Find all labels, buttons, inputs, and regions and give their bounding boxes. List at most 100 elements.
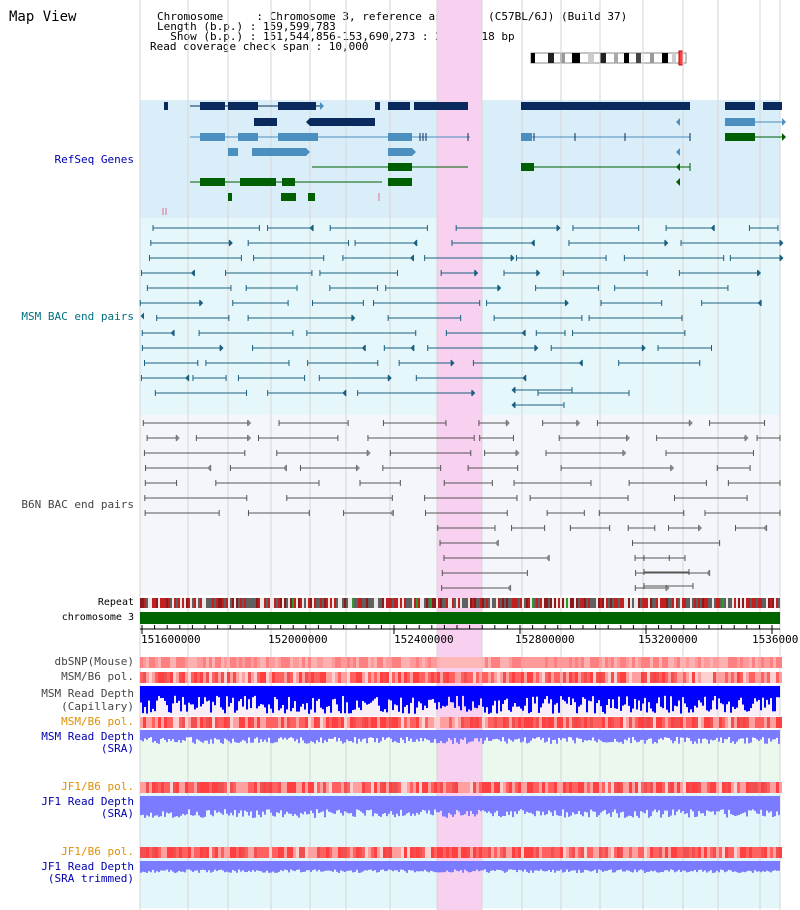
snp-density	[491, 847, 494, 858]
snp-density	[500, 847, 503, 858]
snp-density	[572, 672, 575, 683]
snp-density	[368, 782, 371, 793]
read-depth-bar	[408, 796, 410, 813]
read-depth-bar	[314, 730, 316, 744]
read-depth-bar	[202, 796, 204, 818]
read-depth-bar	[296, 796, 298, 816]
read-depth-bar	[724, 796, 726, 814]
snp-density	[596, 672, 599, 683]
read-depth-bar	[558, 861, 560, 871]
snp-density	[167, 672, 170, 683]
repeat-segment	[216, 598, 218, 608]
repeat-segment	[302, 598, 304, 608]
read-depth-bar	[322, 730, 324, 744]
read-depth-bar	[580, 861, 582, 873]
repeat-segment	[188, 598, 190, 608]
read-depth-bar	[236, 686, 238, 711]
snp-density	[761, 717, 764, 728]
repeat-segment	[484, 598, 486, 608]
snp-density	[377, 657, 380, 668]
snp-density	[155, 657, 158, 668]
snp-density	[341, 717, 344, 728]
snp-density	[506, 847, 509, 858]
read-depth-bar	[404, 796, 406, 816]
read-depth-bar	[586, 686, 588, 713]
strand-arrow	[342, 389, 346, 397]
snp-density	[686, 657, 689, 668]
read-depth-bar	[488, 730, 490, 741]
read-depth-bar	[590, 686, 592, 702]
read-depth-bar	[142, 861, 144, 872]
snp-density	[593, 847, 596, 858]
repeat-segment	[570, 598, 572, 608]
read-depth-bar	[622, 861, 624, 872]
read-depth-bar	[440, 730, 442, 741]
snp-density	[689, 657, 692, 668]
read-depth-bar	[746, 686, 748, 712]
snp-density	[461, 847, 464, 858]
snp-density	[659, 657, 662, 668]
snp-density	[587, 847, 590, 858]
read-depth-bar	[474, 796, 476, 817]
repeat-segment	[420, 598, 422, 608]
read-depth-bar	[632, 730, 634, 738]
read-depth-bar	[562, 861, 564, 873]
repeat-segment	[308, 598, 310, 608]
read-depth-bar	[500, 861, 502, 871]
repeat-segment	[558, 598, 560, 608]
snp-density	[206, 672, 209, 683]
snp-density	[398, 782, 401, 793]
refseq-label[interactable]: RefSeq Genes	[54, 153, 134, 166]
repeat-segment	[604, 598, 606, 608]
snp-density	[323, 672, 326, 683]
repeat-segment	[530, 598, 532, 608]
snp-density	[281, 847, 284, 858]
msm-bac-label[interactable]: MSM BAC end pairs	[21, 310, 134, 323]
read-depth-bar	[524, 861, 526, 870]
read-depth-bar	[406, 796, 408, 814]
read-depth-bar	[628, 796, 630, 816]
read-depth-bar	[716, 796, 718, 812]
b6n-bac-label[interactable]: B6N BAC end pairs	[21, 498, 134, 511]
snp-density	[239, 782, 242, 793]
read-depth-bar	[588, 861, 590, 871]
read-depth-bar	[168, 796, 170, 814]
repeat-segment	[168, 598, 170, 608]
read-depth-bar	[752, 686, 754, 704]
snp-density	[200, 782, 203, 793]
read-depth-bar	[484, 686, 486, 713]
snp-density	[530, 717, 533, 728]
read-depth-bar	[598, 796, 600, 816]
read-depth-bar	[698, 730, 700, 739]
snp-density	[638, 672, 641, 683]
read-depth-bar	[372, 730, 374, 739]
read-depth-bar	[438, 861, 440, 873]
read-depth-bar	[166, 730, 168, 743]
snp-density	[350, 657, 353, 668]
read-depth-bar	[304, 686, 306, 710]
snp-density	[272, 657, 275, 668]
snp-density	[749, 782, 752, 793]
repeat-segment	[152, 598, 154, 608]
gene-exon	[228, 102, 258, 110]
snp-density	[329, 782, 332, 793]
snp-density	[677, 717, 680, 728]
read-depth-bar	[618, 686, 620, 697]
repeat-segment	[370, 598, 372, 608]
read-depth-bar	[674, 796, 676, 816]
read-depth-bar	[448, 861, 450, 872]
read-depth-bar	[282, 861, 284, 872]
read-depth-bar	[758, 730, 760, 741]
read-depth-bar	[224, 796, 226, 810]
read-depth-bar	[602, 861, 604, 872]
repeat-segment	[140, 598, 142, 608]
axis-tick-label: 153200000	[638, 633, 698, 646]
snp-density	[314, 782, 317, 793]
snp-density	[692, 717, 695, 728]
snp-density	[296, 782, 299, 793]
read-depth-bar	[498, 730, 500, 740]
snp-density	[203, 717, 206, 728]
